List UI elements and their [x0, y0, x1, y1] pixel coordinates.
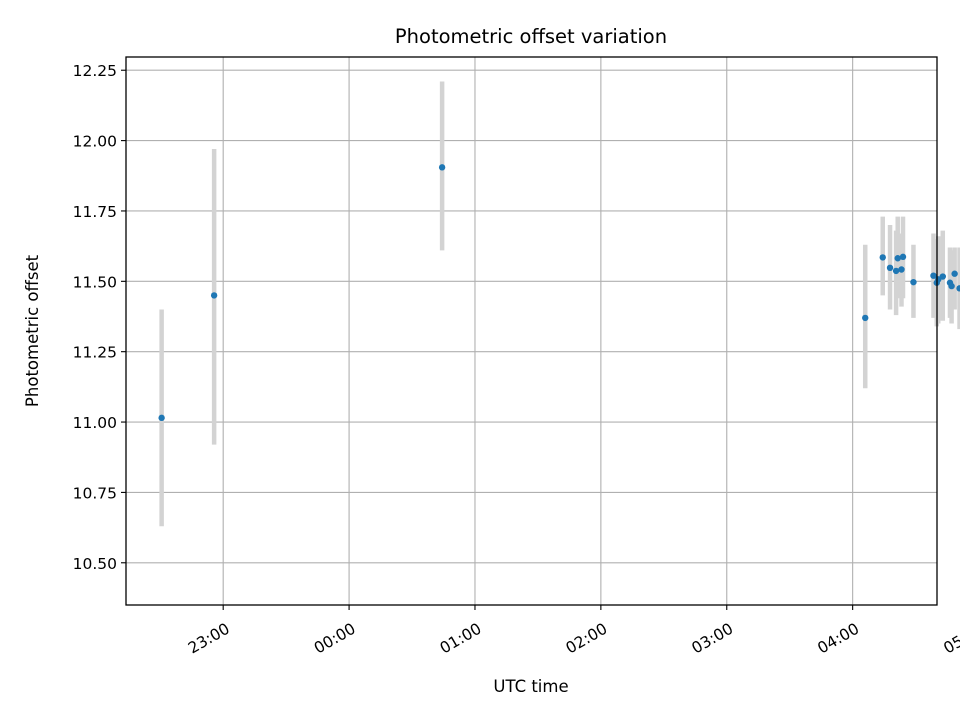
data-point	[910, 278, 917, 286]
data-points	[158, 164, 960, 422]
data-point	[862, 314, 869, 322]
grid-lines	[126, 57, 937, 605]
data-point	[898, 266, 905, 273]
y-tick-label: 11.75	[73, 203, 117, 221]
data-point	[930, 272, 937, 279]
data-point	[879, 254, 886, 261]
data-point	[438, 164, 446, 171]
x-axis-label: UTC time	[493, 677, 568, 696]
data-point	[158, 414, 165, 422]
plot-frame	[125, 56, 938, 606]
data-point	[951, 270, 958, 277]
data-point	[948, 282, 955, 290]
data-point	[892, 267, 900, 275]
y-tick-label: 12.25	[73, 62, 117, 80]
data-point	[886, 264, 894, 272]
y-axis-label: Photometric offset	[23, 254, 42, 407]
data-point	[210, 292, 218, 299]
data-point	[894, 255, 901, 262]
y-tick-label: 11.25	[73, 344, 117, 362]
data-point	[939, 273, 946, 280]
data-point	[956, 285, 960, 292]
y-tick-label: 11.00	[73, 414, 117, 432]
data-point	[899, 253, 907, 261]
y-tick-label: 10.50	[73, 555, 117, 573]
y-tick-label: 12.00	[73, 133, 117, 151]
y-axis-ticks: 10.50 10.75 11.00 11.25 11.50 11.75 12.00 12.25	[73, 62, 126, 573]
y-tick-label: 11.50	[73, 273, 117, 291]
chart-title: Photometric offset variation	[395, 25, 667, 48]
y-tick-label: 10.75	[73, 484, 117, 502]
